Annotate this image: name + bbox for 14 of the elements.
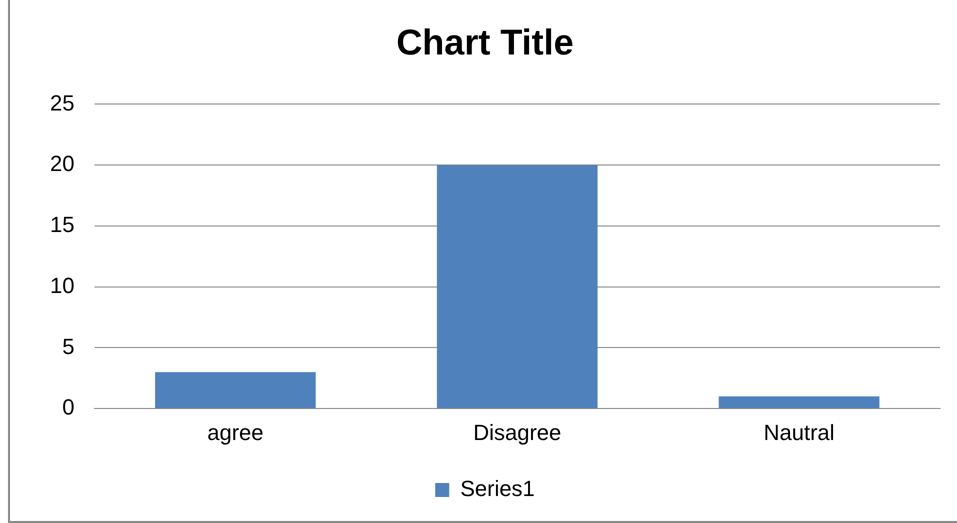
y-tick-label: 10 bbox=[50, 272, 74, 298]
x-tick-label: agree bbox=[207, 420, 264, 445]
y-tick-label: 5 bbox=[62, 334, 74, 359]
x-tick-label: Disagree bbox=[473, 420, 562, 445]
x-tick-label: Nautral bbox=[764, 420, 835, 445]
bar bbox=[155, 372, 316, 408]
legend-label: Series1 bbox=[460, 476, 535, 502]
y-tick-label: 25 bbox=[50, 90, 74, 116]
bar bbox=[718, 396, 880, 408]
y-tick-label: 20 bbox=[50, 151, 74, 176]
chart-title: Chart Title bbox=[396, 22, 574, 63]
y-tick-label: 15 bbox=[50, 212, 74, 238]
bar bbox=[436, 165, 598, 408]
y-tick-label: 0 bbox=[62, 394, 74, 420]
